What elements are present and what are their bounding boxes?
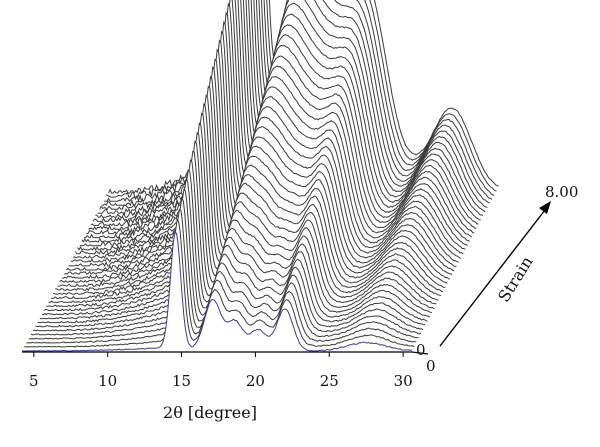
trace-line-12 — [48, 112, 439, 304]
trace-mask-9 — [42, 141, 432, 317]
trace-line-22 — [70, 20, 462, 263]
depth-start-label: 0 — [426, 357, 436, 375]
trace-line-25 — [77, 0, 468, 251]
trace-line-24 — [74, 2, 466, 255]
trace-line-6 — [35, 169, 426, 328]
trace-mask-10 — [44, 132, 435, 313]
trace-line-33 — [95, 0, 486, 218]
trace-line-5 — [32, 178, 424, 332]
x-tick-label-25: 25 — [320, 372, 339, 390]
trace-line-34 — [97, 0, 488, 215]
trace-mask-8 — [39, 151, 430, 321]
trace-line-14 — [53, 94, 444, 295]
trace-line-11 — [46, 121, 437, 308]
x-tick-label-15: 15 — [172, 372, 191, 390]
trace-mask-6 — [35, 170, 426, 329]
trace-line-13 — [50, 102, 442, 299]
trace-line-10 — [43, 131, 435, 312]
x-tick-label-10: 10 — [98, 372, 117, 390]
strain-arrow-line — [439, 209, 546, 347]
trace-line-1 — [24, 218, 415, 348]
trace-line-2 — [26, 208, 417, 344]
trace-line-28 — [84, 0, 475, 239]
trace-line-9 — [42, 140, 433, 316]
trace-line-19 — [64, 48, 455, 275]
trace-mask-0 — [22, 232, 412, 353]
x-ticks: 5 10 15 20 25 30 — [29, 352, 413, 390]
x-tick-label-30: 30 — [394, 372, 413, 390]
trace-line-36 — [101, 0, 493, 207]
front-trace-label: 0 — [416, 341, 426, 359]
trace-line-32 — [92, 0, 484, 223]
trace-line-7 — [37, 159, 428, 324]
strain-arrow-head — [539, 201, 551, 214]
trace-line-16 — [57, 75, 448, 288]
trace-line-4 — [30, 188, 422, 336]
trace-line-8 — [39, 150, 431, 320]
trace-group — [21, 0, 499, 353]
trace-line-0 — [21, 232, 413, 352]
trace-mask-7 — [37, 160, 428, 325]
trace-line-35 — [99, 0, 490, 211]
trace-line-27 — [81, 0, 473, 243]
x-axis-title: 2θ [degree] — [163, 403, 257, 422]
depth-end-label: 8.00 — [545, 183, 578, 201]
trace-line-20 — [66, 39, 457, 271]
x-tick-label-20: 20 — [246, 372, 265, 390]
trace-line-3 — [28, 198, 419, 340]
trace-line-29 — [86, 0, 477, 235]
trace-line-26 — [79, 0, 470, 247]
trace-line-21 — [68, 30, 459, 267]
depth-axis-line — [411, 351, 429, 355]
trace-line-23 — [72, 11, 464, 259]
trace-line-17 — [59, 65, 451, 283]
strain-axis-title: Strain — [494, 253, 537, 305]
x-tick-label-5: 5 — [29, 372, 39, 390]
trace-line-18 — [62, 58, 453, 279]
trace-line-15 — [55, 85, 446, 292]
